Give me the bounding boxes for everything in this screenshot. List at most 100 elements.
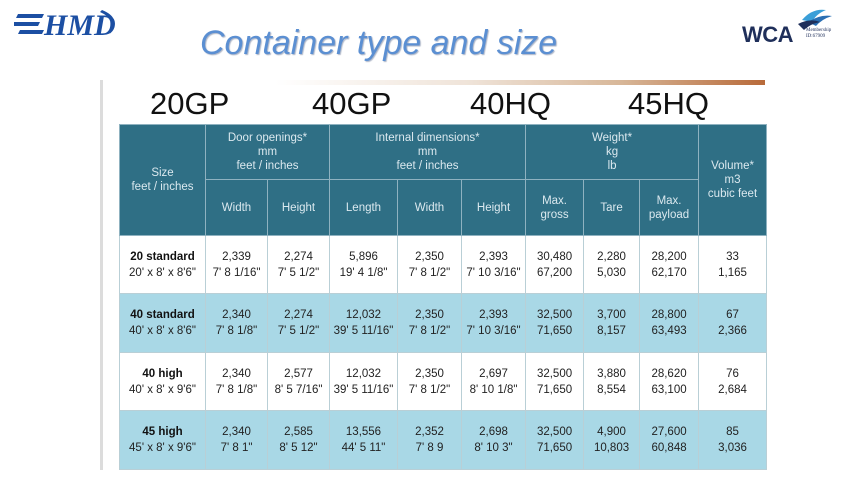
- container-spec-table: Size feet / inches Door openings* mm feet /…: [119, 124, 768, 470]
- left-divider: [100, 80, 103, 470]
- cell-metric-value: 28,800: [651, 309, 687, 321]
- cell-internal-length: 5,896 19' 4 1/8": [329, 235, 398, 294]
- wca-bird-icon: [798, 9, 832, 30]
- wca-logo-text: WCA: [742, 22, 794, 47]
- cell-imperial-value: 60,848: [651, 442, 687, 454]
- cell-imperial-value: 7' 8 1": [220, 442, 253, 454]
- cell-max-gross: 32,500 71,650: [525, 410, 585, 470]
- cell-imperial-value: 8' 10 1/8": [469, 383, 518, 396]
- cell-metric-value: 67: [726, 309, 739, 321]
- cell-max-payload: 28,620 63,100: [639, 352, 700, 411]
- header-weight-text: Weight* kg lb: [592, 132, 633, 172]
- cell-door-width: 2,340 7' 8 1": [205, 410, 268, 470]
- size-label-40hq: 40HQ: [470, 86, 551, 121]
- cell-imperial-value: 10,803: [593, 442, 630, 454]
- cell-metric-value: 30,480: [536, 250, 573, 263]
- container-size-labels: 20GP 40GP 40HQ 45HQ: [150, 86, 750, 122]
- table-row: 20 standard 20' x 8' x 8'6" 2,339 7' 8 1/16…: [119, 235, 768, 294]
- cell-door-width: 2,339 7' 8 1/16": [205, 235, 268, 294]
- cell-metric-value: 3,700: [597, 309, 626, 321]
- cell-imperial-value: 1,165: [718, 266, 747, 279]
- cell-metric-value: 3,880: [597, 367, 626, 380]
- cell-metric-value: 2,352: [415, 426, 444, 438]
- subheader-internal-length: Length: [329, 179, 398, 236]
- cell-internal-height: 2,393 7' 10 3/16": [460, 235, 527, 294]
- cell-imperial-value: 7' 5 1/2": [277, 325, 320, 337]
- header-door-openings: Door openings* mm feet / inches: [205, 124, 330, 180]
- table-row: 40 high 40' x 8' x 9'6" 2,340 7' 8 1/8" 2,57…: [119, 352, 768, 411]
- cell-tare: 3,880 8,554: [583, 352, 641, 411]
- subheader-internal-width: Width: [397, 179, 462, 236]
- cell-metric-value: 27,600: [651, 426, 687, 438]
- cell-internal-length: 12,032 39' 5 11/16": [329, 293, 398, 353]
- page-title: Container type and size: [200, 24, 558, 62]
- cell-metric-value: 28,620: [651, 367, 687, 380]
- cell-metric-value: 2,339: [222, 250, 251, 263]
- size-label-20gp: 20GP: [150, 86, 230, 121]
- cell-imperial-value: 44' 5 11": [341, 442, 386, 454]
- cell-metric-value: 12,032: [345, 309, 382, 321]
- header-internal-dimensions: Internal dimensions* mm feet / inches: [328, 124, 527, 180]
- cell-imperial-value: 2,684: [718, 383, 747, 396]
- cell-door-width: 2,340 7' 8 1/8": [205, 352, 268, 411]
- cell-internal-width: 2,350 7' 8 1/2": [397, 352, 462, 411]
- cell-tare: 4,900 10,803: [583, 410, 641, 470]
- cell-imperial-value: 71,650: [536, 383, 573, 396]
- wca-membership: Membership ID:67909: [806, 28, 831, 40]
- cell-imperial-value: 7' 8 1/8": [215, 325, 258, 337]
- cell-metric-value: 2,340: [222, 367, 251, 380]
- row-container-name: 40 high: [142, 367, 183, 380]
- cell-metric-value: 2,340: [222, 309, 251, 321]
- photo-strip: [275, 80, 765, 85]
- cell-imperial-value: 7' 8 1/2": [408, 325, 451, 337]
- cell-metric-value: 2,350: [415, 309, 444, 321]
- cell-imperial-value: 7' 8 1/8": [215, 383, 258, 396]
- cell-imperial-value: 63,100: [651, 383, 687, 396]
- cell-internal-length: 12,032 39' 5 11/16": [329, 352, 398, 411]
- cell-metric-value: 28,200: [651, 250, 687, 263]
- cell-imperial-value: 2,366: [718, 325, 747, 337]
- cell-tare: 3,700 8,157: [583, 293, 641, 353]
- cell-imperial-value: 62,170: [651, 266, 687, 279]
- cell-max-payload: 28,200 62,170: [639, 235, 700, 294]
- wca-membership-label: Membership: [806, 28, 832, 33]
- cell-metric-value: 2,585: [284, 426, 313, 438]
- cell-imperial-value: 19' 4 1/8": [339, 266, 388, 279]
- cell-volume: 85 3,036: [698, 410, 768, 470]
- cell-imperial-value: 7' 8 1/16": [212, 266, 261, 279]
- table-row: 45 high 45' x 8' x 9'6" 2,340 7' 8 1" 2,585 8…: [119, 410, 768, 470]
- cell-metric-value: 2,577: [284, 367, 313, 380]
- cell-door-height: 2,274 7' 5 1/2": [267, 293, 330, 353]
- cell-metric-value: 2,393: [479, 250, 508, 263]
- row-size-cell: 45 high 45' x 8' x 9'6": [119, 410, 206, 470]
- cell-metric-value: 2,393: [479, 309, 508, 321]
- cell-door-height: 2,577 8' 5 7/16": [267, 352, 330, 411]
- subheader-door-width: Width: [205, 179, 268, 236]
- cell-volume: 33 1,165: [698, 235, 768, 294]
- cell-max-gross: 30,480 67,200: [525, 235, 585, 294]
- subheader-max-gross: Max. gross: [525, 179, 585, 236]
- cell-internal-length: 13,556 44' 5 11": [329, 410, 398, 470]
- subheader-max-payload: Max. payload: [639, 179, 700, 236]
- wca-membership-id: ID:67909: [806, 34, 826, 39]
- cell-imperial-value: 39' 5 11/16": [333, 383, 394, 396]
- cell-internal-height: 2,698 8' 10 3": [460, 410, 527, 470]
- cell-metric-value: 2,350: [415, 250, 444, 263]
- row-size-cell: 40 high 40' x 8' x 9'6": [119, 352, 206, 411]
- row-container-name: 45 high: [142, 426, 183, 438]
- cell-max-gross: 32,500 71,650: [525, 352, 585, 411]
- row-size-cell: 40 standard 40' x 8' x 8'6": [119, 293, 206, 353]
- cell-imperial-value: 7' 8 1/2": [408, 383, 451, 396]
- size-label-40gp: 40GP: [312, 86, 392, 121]
- row-container-dims: 20' x 8' x 8'6": [129, 266, 196, 279]
- cell-metric-value: 2,350: [415, 367, 444, 380]
- row-container-dims: 40' x 8' x 8'6": [129, 325, 196, 337]
- row-size-cell: 20 standard 20' x 8' x 8'6": [119, 235, 206, 294]
- size-label-45hq: 45HQ: [628, 86, 709, 121]
- cell-metric-value: 33: [726, 250, 739, 263]
- cell-imperial-value: 39' 5 11/16": [333, 325, 394, 337]
- row-container-name: 40 standard: [130, 309, 195, 321]
- cell-imperial-value: 67,200: [536, 266, 573, 279]
- cell-max-payload: 28,800 63,493: [639, 293, 700, 353]
- header-volume-text: Volume* m3 cubic feet: [707, 160, 758, 200]
